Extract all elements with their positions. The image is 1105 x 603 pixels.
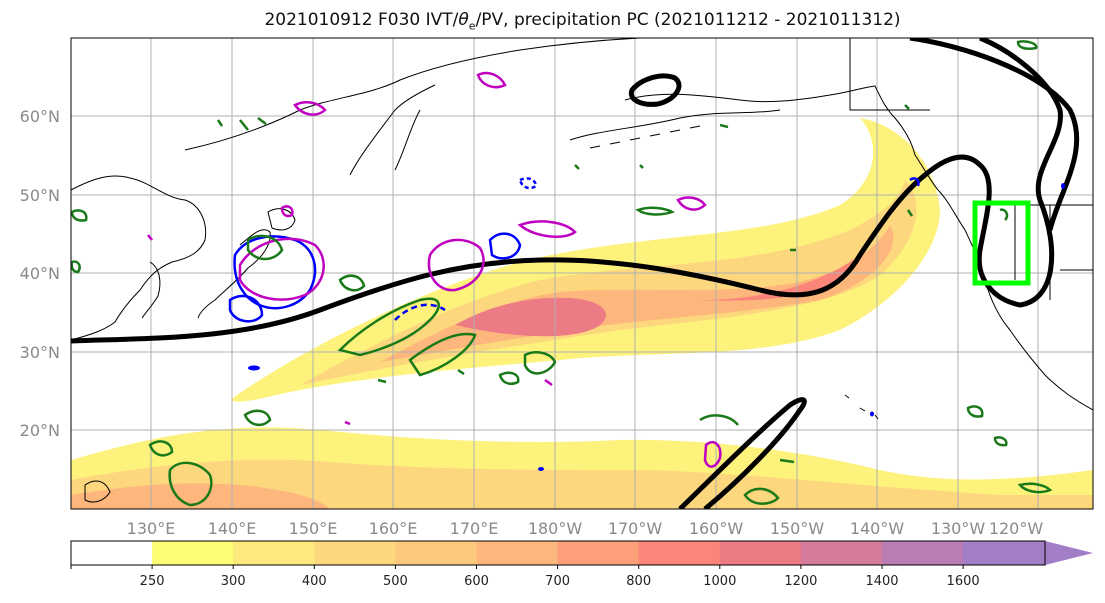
colorbar-label: 1400 xyxy=(865,574,898,589)
map-frame xyxy=(70,37,1094,510)
colorbar-cell xyxy=(71,541,153,565)
pv-magenta-contours xyxy=(147,71,722,468)
lat-label-30: 30°N xyxy=(20,343,60,362)
lat-label-40: 40°N xyxy=(20,264,60,283)
lon-labels: 130°E 140°E 150°E 160°E 170°E 180°W 170°… xyxy=(127,519,1044,538)
graticule xyxy=(71,38,1093,509)
colorbar-cell xyxy=(557,541,640,565)
lon-label-150e: 150°E xyxy=(289,519,338,538)
lon-label-180w: 180°W xyxy=(528,519,583,538)
lon-label-170w: 170°W xyxy=(608,519,663,538)
lon-label-140e: 140°E xyxy=(208,519,257,538)
colorbar-label: 600 xyxy=(464,574,489,589)
pv-blue-contours xyxy=(228,177,920,323)
precip-contours xyxy=(71,40,1053,507)
colorbar-label: 1200 xyxy=(784,574,817,589)
lat-labels: 60°N 50°N 40°N 30°N 20°N xyxy=(20,107,60,440)
lon-label-140w: 140°W xyxy=(850,519,905,538)
colorbar-cell xyxy=(314,541,396,565)
colorbar-cell xyxy=(152,541,234,565)
colorbar-label: 300 xyxy=(221,574,246,589)
colorbar-cell xyxy=(638,541,721,565)
colorbar-label: 500 xyxy=(383,574,408,589)
colorbar-cell xyxy=(395,541,477,565)
colorbar-cell xyxy=(882,541,964,565)
ivt-shading xyxy=(71,118,1093,509)
colorbar-cell xyxy=(719,541,802,565)
lon-label-160w: 160°W xyxy=(689,519,744,538)
lon-label-130w: 130°W xyxy=(931,519,986,538)
colorbar-extend-arrow xyxy=(1045,541,1093,565)
theta-e-contours xyxy=(71,38,1080,509)
colorbar-label: 250 xyxy=(140,574,165,589)
lon-label-170e: 170°E xyxy=(450,519,499,538)
colorbar-cell xyxy=(476,541,559,565)
lon-label-150w: 150°W xyxy=(770,519,825,538)
map-title: 2021010912 F030 IVT/θe/PV, precipitation… xyxy=(264,10,901,33)
target-region-box xyxy=(972,200,1031,286)
colorbar-label: 1000 xyxy=(703,574,736,589)
lon-label-120w: 120°W xyxy=(989,519,1044,538)
lat-label-60: 60°N xyxy=(20,107,60,126)
lon-label-130e: 130°E xyxy=(127,519,176,538)
pv-blue-small xyxy=(248,183,1065,471)
colorbar-label: 400 xyxy=(302,574,327,589)
colorbar-cell xyxy=(963,541,1045,565)
colorbar-cell xyxy=(233,541,315,565)
lat-label-20: 20°N xyxy=(20,421,60,440)
lat-label-50: 50°N xyxy=(20,186,60,205)
lon-label-160e: 160°E xyxy=(369,519,418,538)
colorbar-label: 800 xyxy=(626,574,651,589)
colorbar-label: 700 xyxy=(545,574,570,589)
colorbar: 250 300 400 500 600 700 800 1000 1200 1400 1600 xyxy=(70,540,1093,589)
colorbar-label: 1600 xyxy=(947,574,980,589)
colorbar-cell xyxy=(800,541,883,565)
